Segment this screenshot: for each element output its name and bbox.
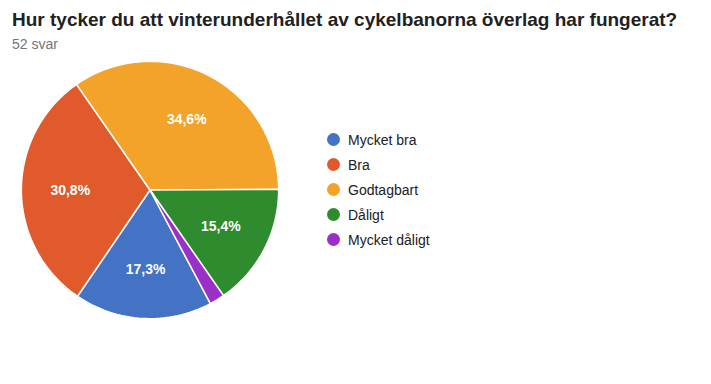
svg-text:34,6%: 34,6%: [167, 111, 207, 127]
html-text:Bra: Bra: [348, 156, 370, 173]
html-text:Dåligt: Dåligt: [348, 206, 384, 223]
svg-text:15,4%: 15,4%: [201, 218, 241, 234]
html-text:Hur tycker du att vinterunderh: Hur tycker du att vinterunderhållet av c…: [12, 9, 678, 30]
html-text:Godtagbart: Godtagbart: [348, 181, 419, 198]
svg-text:30,8%: 30,8%: [50, 182, 90, 198]
html-text:Mycket bra: Mycket bra: [348, 131, 417, 148]
html-text:Mycket dåligt: Mycket dåligt: [348, 231, 430, 248]
html-text:52 svar: 52 svar: [12, 36, 58, 52]
svg-text:17,3%: 17,3%: [126, 261, 166, 277]
